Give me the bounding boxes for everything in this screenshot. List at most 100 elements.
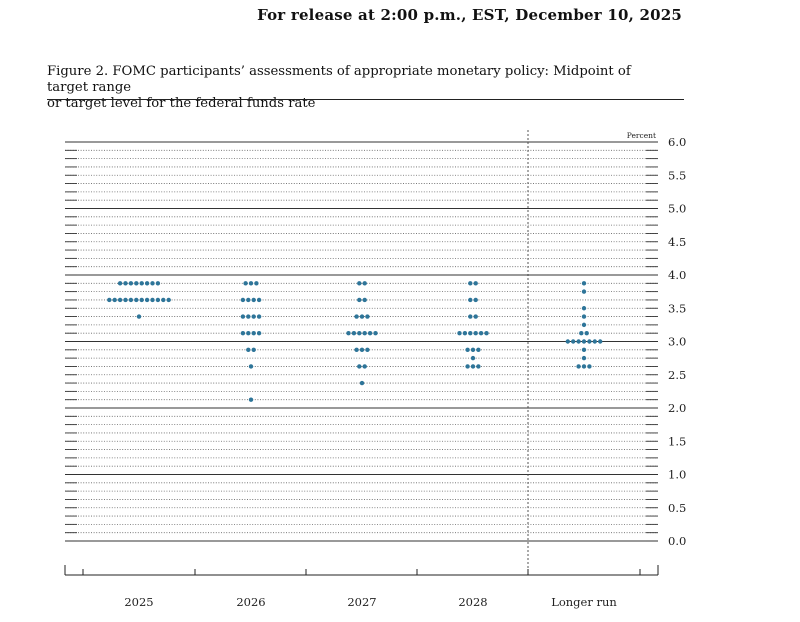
dot-marker	[359, 380, 365, 386]
dot-marker	[462, 330, 468, 336]
x-tick-label: Longer run	[551, 595, 617, 609]
dot-marker	[365, 314, 370, 319]
dot-marker	[256, 297, 262, 303]
dot-marker	[256, 314, 262, 319]
dot-marker	[587, 364, 592, 369]
dot-marker	[581, 339, 587, 344]
release-notice: For release at 2:00 p.m., EST, December …	[257, 6, 682, 24]
dot-marker	[468, 330, 473, 336]
dot-marker	[478, 330, 484, 336]
dot-marker	[246, 347, 251, 353]
dot-marker	[346, 330, 351, 336]
dot-marker	[351, 330, 357, 336]
dot-marker	[473, 297, 478, 303]
dot-marker	[587, 339, 592, 344]
dot-marker	[240, 297, 246, 303]
dot-marker	[240, 314, 246, 319]
dot-marker	[354, 314, 359, 319]
y-tick-label: 6.0	[668, 135, 686, 149]
dot-marker	[248, 364, 254, 369]
dot-marker	[581, 281, 587, 286]
dot-marker	[470, 347, 476, 353]
dot-marker	[246, 330, 251, 336]
dot-marker	[581, 306, 587, 311]
y-tick-label: 2.0	[668, 401, 686, 415]
dot-marker	[144, 297, 150, 303]
y-tick-label: 1.5	[668, 434, 686, 448]
dot-marker	[136, 314, 142, 319]
dot-marker	[373, 330, 378, 336]
y-tick-label: 2.5	[668, 368, 686, 382]
dot-marker	[123, 297, 128, 303]
dot-marker	[581, 322, 587, 328]
dot-marker	[150, 281, 155, 286]
x-tick-label: 2027	[347, 595, 376, 609]
dot-marker	[139, 281, 144, 286]
dot-marker	[139, 297, 144, 303]
dot-marker	[576, 364, 581, 369]
dot-marker	[248, 397, 254, 402]
dot-marker	[576, 339, 581, 344]
dot-marker	[254, 281, 259, 286]
dot-marker	[107, 297, 112, 303]
dot-marker	[465, 364, 470, 369]
caption-rule	[47, 99, 684, 100]
dot-marker	[359, 314, 365, 319]
dot-marker	[565, 339, 570, 344]
dot-marker	[144, 281, 150, 286]
dot-marker	[150, 297, 155, 303]
dot-marker	[581, 314, 587, 319]
dot-marker	[251, 297, 256, 303]
y-tick-label: 1.0	[668, 468, 686, 482]
dot-marker	[117, 297, 123, 303]
y-tick-label: 4.0	[668, 268, 686, 282]
dot-marker	[473, 314, 478, 319]
dot-marker	[465, 347, 470, 353]
y-tick-label: 3.5	[668, 301, 686, 315]
dot-marker	[246, 314, 251, 319]
dot-marker	[357, 364, 362, 369]
dot-marker	[123, 281, 128, 286]
dot-marker	[359, 347, 365, 353]
dot-marker	[476, 347, 481, 353]
dot-marker	[354, 347, 359, 353]
dot-marker	[155, 297, 161, 303]
dot-marker	[476, 364, 481, 369]
dot-marker	[484, 330, 489, 336]
x-tick-label: 2026	[236, 595, 265, 609]
dot-marker	[581, 347, 587, 353]
dot-marker	[473, 281, 478, 286]
dot-marker	[357, 281, 362, 286]
dot-marker	[362, 330, 367, 336]
dot-marker	[243, 281, 248, 286]
dot-marker	[468, 281, 473, 286]
dot-marker	[365, 347, 370, 353]
x-tick-label: 2028	[458, 595, 487, 609]
dot-marker	[161, 297, 166, 303]
dot-marker	[240, 330, 246, 336]
y-tick-label: 5.5	[668, 168, 686, 182]
dot-marker	[357, 297, 362, 303]
dot-marker	[134, 297, 139, 303]
dot-marker	[470, 364, 476, 369]
dot-marker	[251, 314, 256, 319]
dot-marker	[581, 364, 587, 369]
caption-line-1: Figure 2. FOMC participants’ assessments…	[47, 64, 631, 95]
y-unit-label: Percent	[627, 131, 656, 140]
dot-marker	[134, 281, 139, 286]
dot-marker	[579, 330, 584, 336]
dot-marker	[166, 297, 171, 303]
dot-marker	[457, 330, 462, 336]
dot-marker	[367, 330, 373, 336]
dot-marker	[581, 289, 587, 294]
dot-marker	[357, 330, 362, 336]
dot-marker	[155, 281, 161, 286]
y-tick-label: 0.5	[668, 501, 686, 515]
dot-marker	[251, 347, 256, 353]
dot-marker	[251, 330, 256, 336]
dot-marker	[470, 355, 476, 361]
dot-marker	[128, 297, 134, 303]
y-tick-label: 0.0	[668, 534, 686, 548]
dot-marker	[473, 330, 478, 336]
